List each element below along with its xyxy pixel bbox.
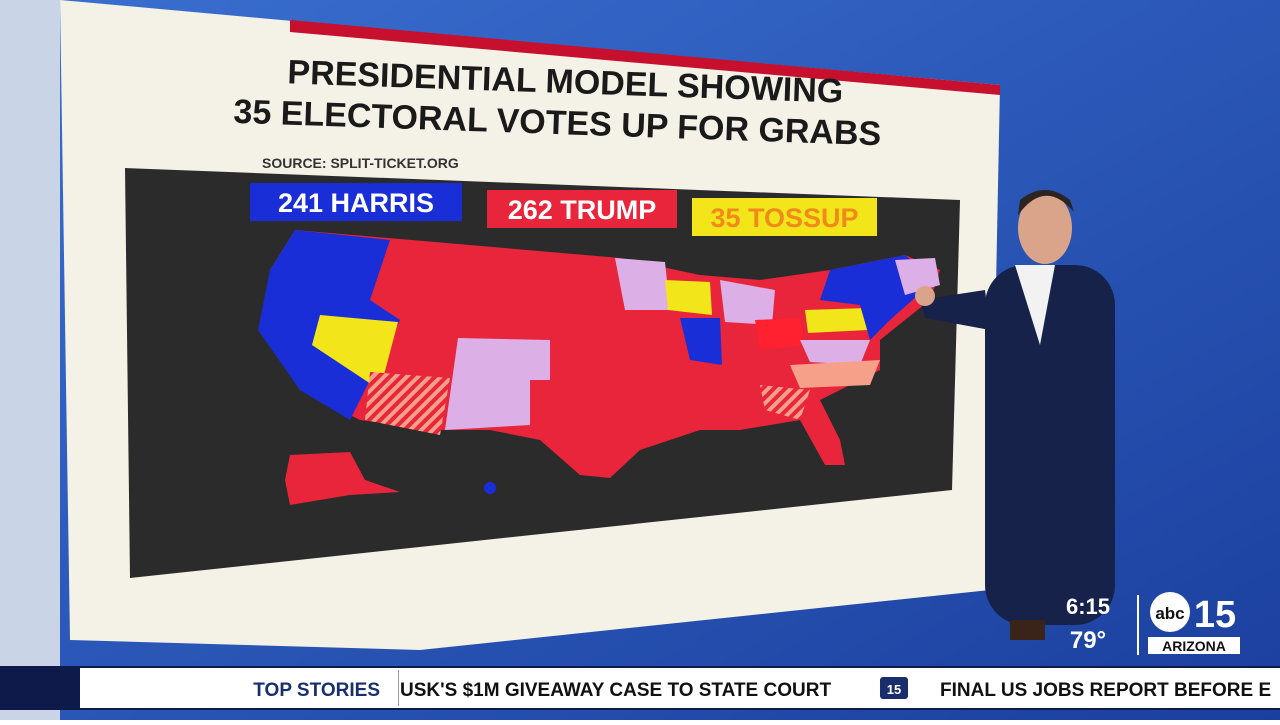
abc-circle	[1150, 592, 1190, 632]
us-map	[258, 230, 940, 505]
ticker: TOP STORIES USK'S $1M GIVEAWAY CASE TO S…	[0, 666, 1280, 710]
tally-box	[250, 183, 462, 221]
state-blue	[484, 482, 496, 494]
tally-label: 241 HARRIS	[278, 188, 434, 218]
studio-pillar	[0, 0, 60, 720]
divider	[1137, 595, 1139, 655]
state-blue	[680, 318, 722, 365]
suit	[985, 265, 1115, 625]
shoe	[1010, 620, 1045, 640]
ticker-label: TOP STORIES	[253, 680, 380, 701]
arm	[920, 290, 990, 330]
state-lean-blue	[720, 280, 775, 325]
ticker-bar	[80, 668, 1280, 708]
temperature: 79°	[1070, 627, 1106, 654]
state-lean	[760, 385, 810, 420]
state-lean-blue	[895, 258, 940, 295]
headline: FINAL US JOBS REPORT BEFORE E	[940, 680, 1271, 701]
state-tossup	[312, 315, 398, 390]
tally-box	[487, 190, 677, 228]
state-lean-blue	[615, 258, 670, 310]
wall-accent	[290, 20, 1000, 95]
state-lean-red	[790, 360, 880, 388]
ticker-logo-box	[880, 677, 908, 699]
station-bug: 6:15 79° abc 15 ARIZONA	[1066, 592, 1240, 655]
state-lean	[365, 372, 450, 435]
tally-box	[692, 198, 877, 236]
presenter	[915, 190, 1115, 640]
tally-label: 35 TOSSUP	[710, 203, 858, 233]
source: SOURCE: SPLIT-TICKET.ORG	[262, 155, 459, 171]
ticker-divider	[398, 670, 399, 706]
state-lean-blue	[445, 338, 550, 430]
headline: USK'S $1M GIVEAWAY CASE TO STATE COURT	[400, 680, 831, 701]
state-red	[285, 452, 400, 505]
ticker-logo: 15	[887, 682, 901, 697]
shirt	[1015, 265, 1055, 345]
head	[1018, 192, 1072, 264]
logo-number: 15	[1194, 594, 1236, 636]
logo-abc: abc	[1155, 604, 1184, 623]
region-box	[1148, 637, 1240, 654]
state-tossup	[805, 308, 868, 333]
state-tossup	[665, 280, 712, 315]
logo-region: ARIZONA	[1162, 638, 1226, 654]
state-lean-blue	[800, 340, 870, 365]
hand	[915, 286, 935, 306]
tally-label: 262 TRUMP	[508, 195, 657, 225]
time: 6:15	[1066, 594, 1110, 619]
hair	[1018, 190, 1074, 215]
state-red	[755, 318, 805, 350]
